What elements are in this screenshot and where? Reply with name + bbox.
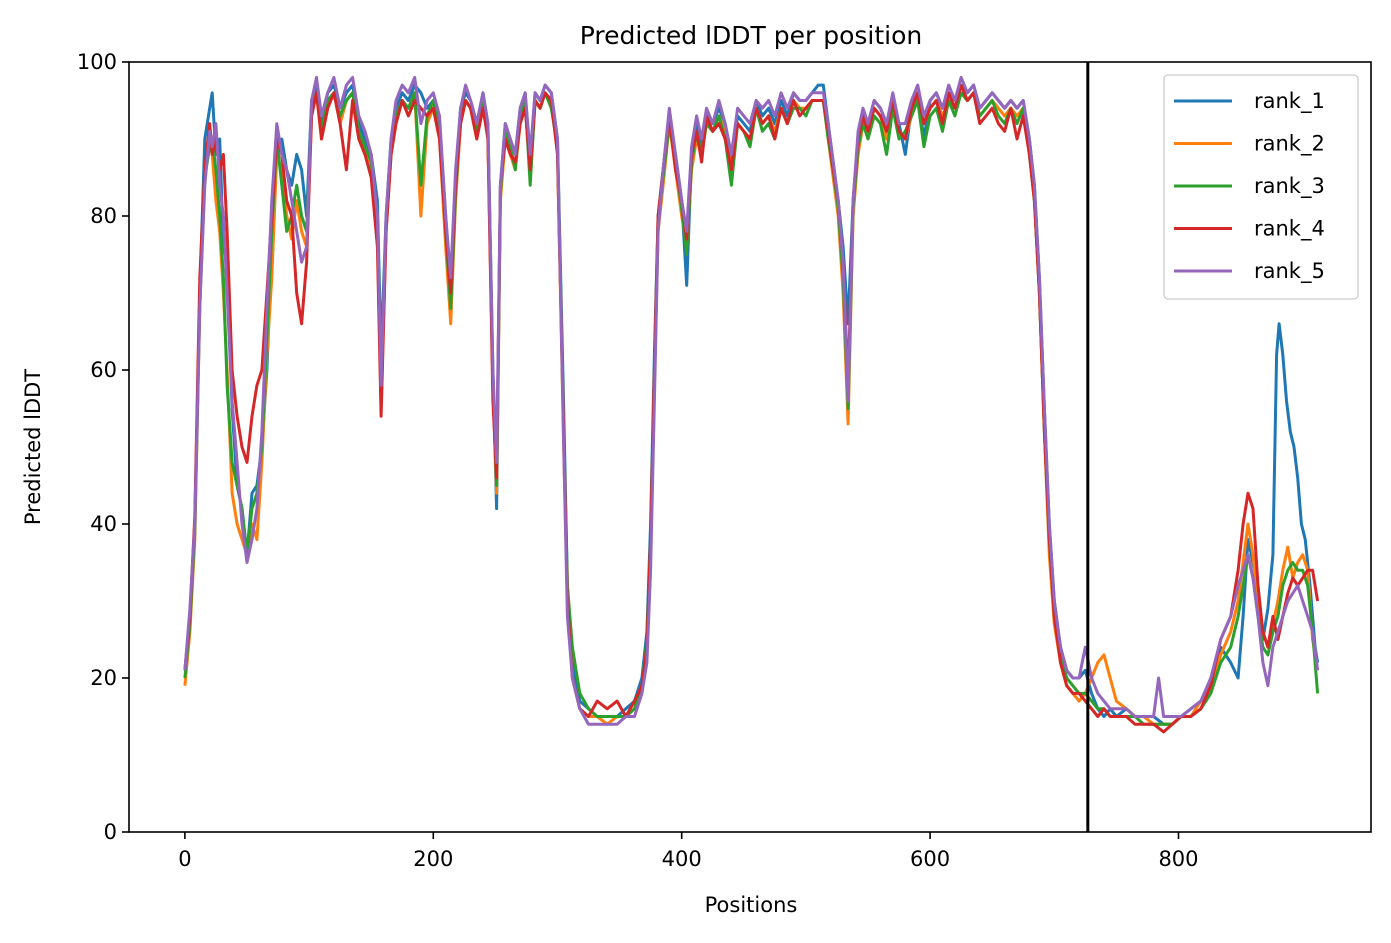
x-axis-label: Positions [705,893,798,917]
series-line-rank_3 [183,91,1320,726]
legend: rank_1 rank_2 rank_3 rank_4 rank_5 [1163,74,1359,300]
plot-lines [183,75,1320,734]
plot-area-frame [128,61,1372,833]
legend-items: rank_1 rank_2 rank_3 rank_4 rank_5 [1174,89,1325,284]
series-line-rank_1 [183,83,1320,726]
x-tick-label: 600 [910,847,950,871]
series-line-rank_2 [183,91,1320,726]
x-tick-label: 0 [178,847,191,871]
legend-label-rank_4: rank_4 [1254,217,1325,242]
y-tick-label: 100 [77,50,117,74]
y-axis-label: Predicted lDDT [21,369,45,525]
x-tick-label: 800 [1158,847,1198,871]
legend-box [1163,74,1359,300]
legend-label-rank_3: rank_3 [1254,174,1325,199]
series-line-rank_5 [183,75,1320,726]
y-tick-label: 20 [90,666,117,690]
x-tick-label: 200 [413,847,453,871]
legend-label-rank_5: rank_5 [1254,259,1325,284]
y-tick-label: 0 [104,820,117,844]
legend-label-rank_1: rank_1 [1254,89,1325,114]
x-tick-label: 400 [662,847,702,871]
legend-label-rank_2: rank_2 [1254,132,1325,157]
y-tick-label: 80 [90,204,117,228]
chart-title: Predicted lDDT per position [580,21,922,50]
y-axis-ticks: 0 20 40 60 80 100 [77,50,129,844]
x-axis-ticks: 0 200 400 600 800 [178,832,1199,871]
y-tick-label: 60 [90,358,117,382]
series-line-rank_4 [183,83,1320,734]
y-tick-label: 40 [90,512,117,536]
